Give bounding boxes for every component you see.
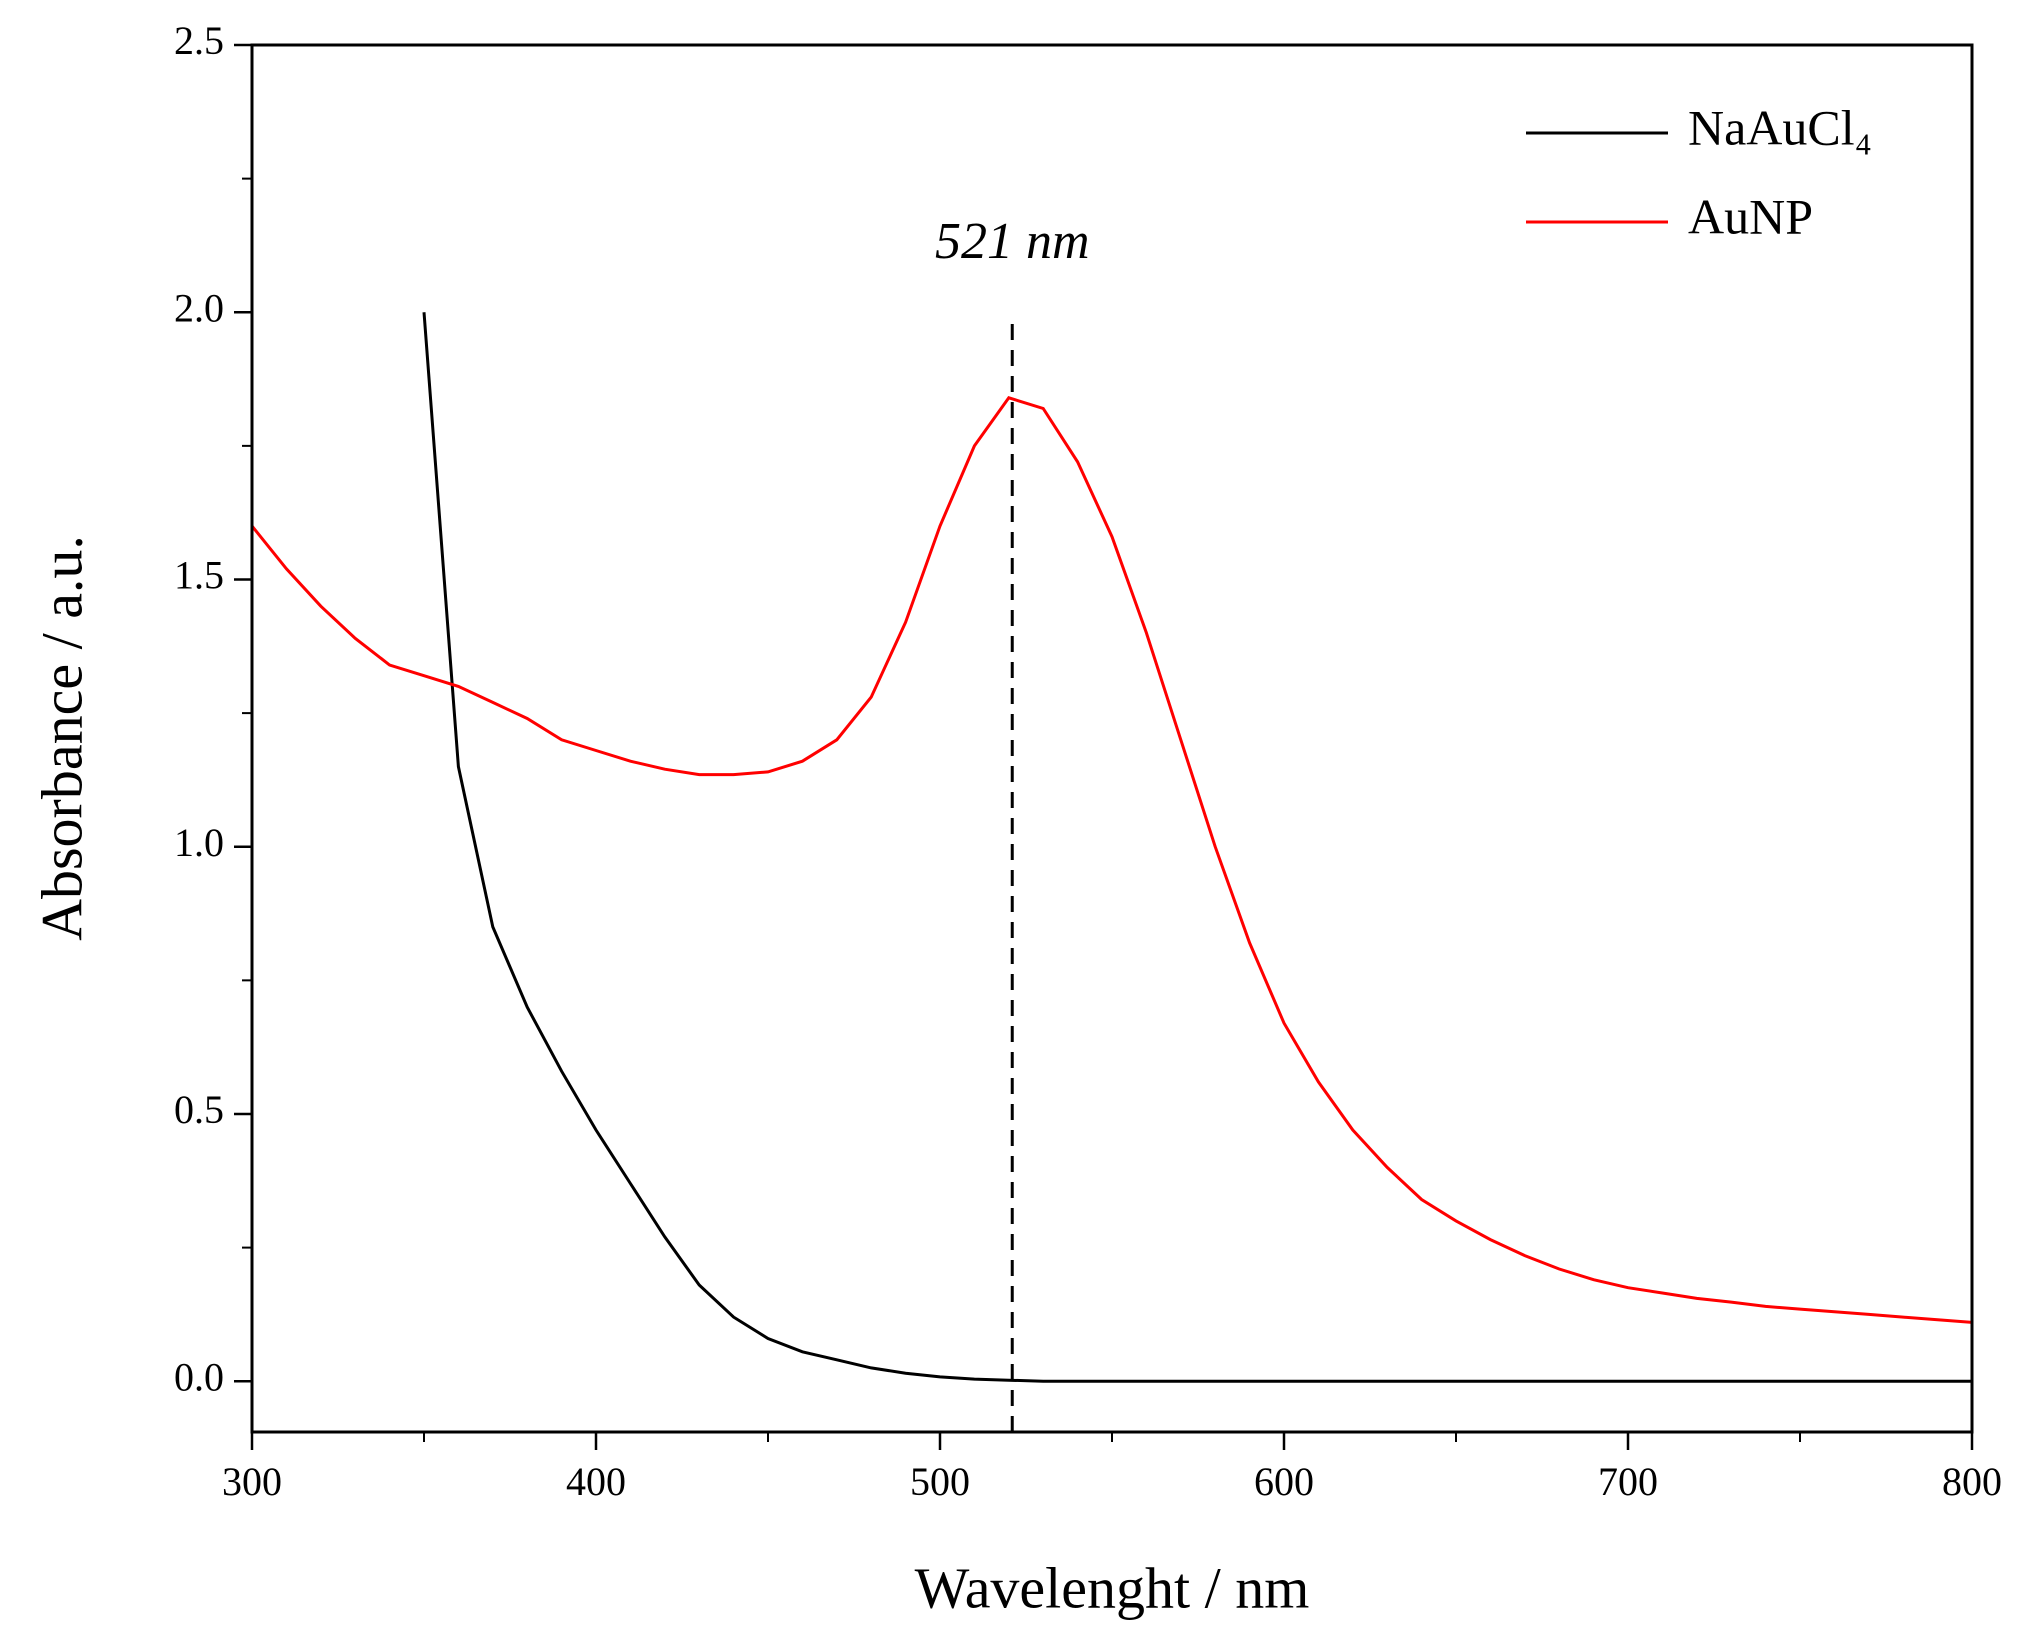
x-tick-label: 800 [1942, 1459, 2002, 1504]
x-axis-title: Wavelenght / nm [915, 1555, 1310, 1620]
x-tick-label: 700 [1598, 1459, 1658, 1504]
plot-frame [250, 43, 1974, 1434]
y-tick-label: 1.0 [174, 820, 224, 865]
x-tick-label: 600 [1254, 1459, 1314, 1504]
annotation-text: 521 nm [935, 213, 1090, 270]
y-tick-label: 2.5 [174, 18, 224, 63]
y-tick-label: 0.0 [174, 1354, 224, 1399]
data-line [422, 312, 1972, 1383]
y-axis-title: Absorbance / a.u. [29, 535, 94, 941]
y-tick-label: 0.5 [174, 1087, 224, 1132]
data-line [252, 396, 1972, 1324]
x-tick-label: 500 [910, 1459, 970, 1504]
y-tick-label: 1.5 [174, 553, 224, 598]
x-tick-label: 300 [222, 1459, 282, 1504]
legend-label: NaAuCl₄ [1688, 99, 1872, 155]
x-tick-label: 400 [566, 1459, 626, 1504]
legend-label: AuNP [1688, 188, 1813, 244]
y-tick-label: 2.0 [174, 285, 224, 330]
